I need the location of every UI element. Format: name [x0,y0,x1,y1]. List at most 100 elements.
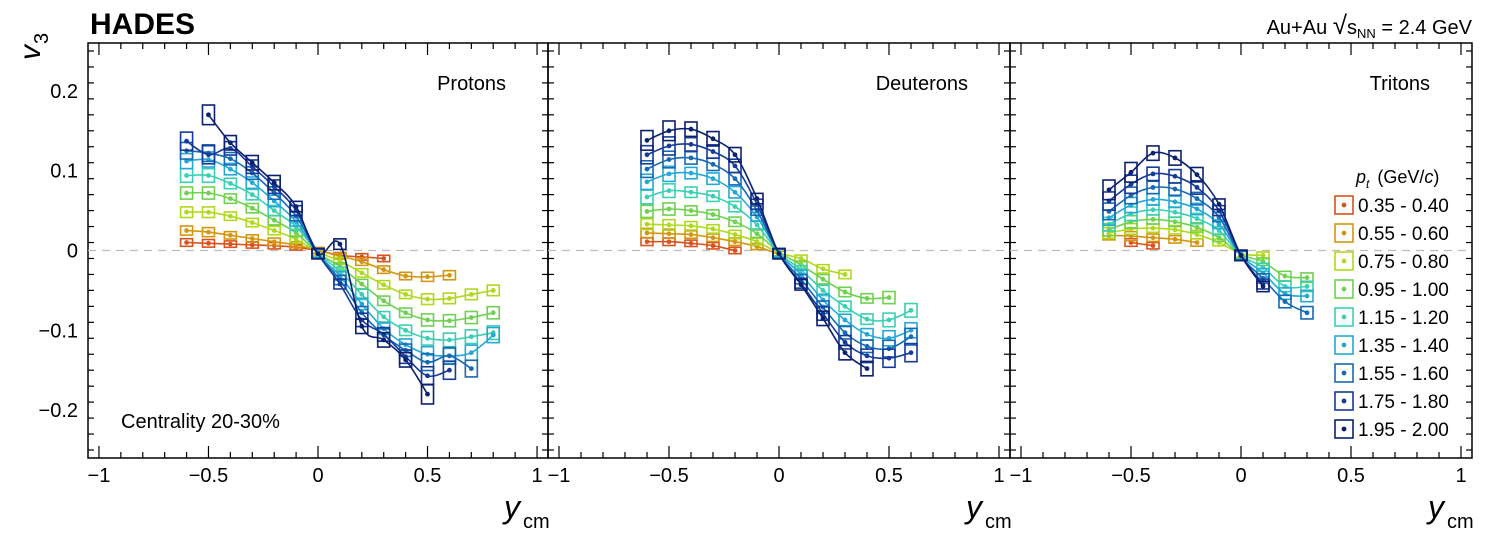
systematic-error-box [662,218,676,232]
data-point [666,188,672,194]
systematic-error-box [201,104,216,126]
systematic-error-box [838,300,852,313]
systematic-error-box [706,190,720,203]
systematic-error-box [706,233,720,243]
systematic-error-box [201,206,216,219]
systematic-error-box [201,186,216,200]
legend-entry-label: 1.55 - 1.60 [1358,364,1449,385]
data-point [820,288,826,293]
systematic-error-box [728,185,742,199]
x-tick-label: 0 [312,465,323,487]
data-point [732,239,738,245]
systematic-error-box [640,218,654,231]
data-point [249,236,255,241]
systematic-error-box [662,150,676,169]
panel-title: Protons [437,73,506,95]
data-point [644,208,650,214]
panel-protons: −1 −0.5 0 0.5 1 −0.2 −0.1 0 0.1 0.2 Protons y cm [39,42,550,533]
data-point [732,219,738,225]
data-point [249,242,255,248]
systematic-error-box [245,202,260,214]
data-point [1216,228,1222,233]
data-point [271,208,277,213]
data-point [1128,193,1134,198]
systematic-error-box [267,174,281,191]
systematic-error-box [1168,224,1182,235]
data-point [1172,236,1178,242]
systematic-error-box [1190,166,1204,183]
systematic-error-box [355,288,369,301]
systematic-error-box [1168,234,1182,244]
data-point [1194,224,1200,230]
data-point [206,209,211,215]
data-point [1172,227,1178,233]
systematic-error-box [355,257,369,267]
data-point [754,239,760,245]
data-point [688,208,694,213]
systematic-error-box [640,159,654,179]
systematic-error-box [201,167,216,184]
data-point [249,180,255,186]
data-point [468,334,474,340]
data-point [227,196,233,202]
data-point [447,295,452,301]
systematic-error-box [398,351,413,368]
data-point [842,339,848,345]
data-point [842,289,848,295]
systematic-error-box [376,279,391,290]
systematic-error-box [1146,166,1160,182]
systematic-error-box [640,173,654,191]
data-point [710,243,716,249]
systematic-error-box [728,229,742,240]
systematic-error-box [1300,305,1314,320]
systematic-error-box [376,254,391,263]
systematic-error-box [860,339,874,354]
data-point [1150,207,1156,213]
data-point [425,335,430,341]
data-point [227,213,233,219]
data-point [381,267,387,273]
data-point [842,317,848,323]
systematic-error-box [333,238,347,251]
systematic-error-box [179,225,194,236]
data-point [688,189,694,195]
data-point [710,176,716,182]
systematic-error-box [750,237,764,246]
x-axis-title: y cm [502,489,550,533]
x-tick-label: −0.5 [189,465,228,487]
systematic-error-box [772,247,786,260]
data-point [1282,273,1288,279]
data-point [820,311,826,316]
data-point [732,204,738,210]
data-point [1150,150,1156,156]
systematic-error-box [728,146,742,163]
systematic-error-box [728,200,742,213]
data-point [1150,197,1156,202]
x-axis-title: y cm [1426,489,1474,533]
systematic-error-box [201,144,216,165]
data-point [1150,235,1156,241]
series-curve [186,241,384,260]
y-axis-title-sub: 3 [31,33,53,44]
systematic-error-box [223,211,238,222]
data-point [1150,225,1156,231]
data-point [886,317,892,323]
systematic-error-box [860,360,874,377]
systematic-error-box [245,217,260,228]
legend-entry-label: 0.95 - 1.00 [1358,280,1449,301]
systematic-error-box [838,334,852,350]
series-curve [646,223,846,276]
legend-entry-label: 0.35 - 0.40 [1358,196,1449,217]
systematic-error-box [706,209,720,221]
data-point [468,315,474,320]
systematic-error-box [1124,237,1138,248]
data-point [1216,221,1222,227]
systematic-error-box [860,348,874,364]
systematic-error-box [838,313,852,327]
data-point [271,228,277,233]
data-point [425,391,430,397]
panel-tritons: −1 −0.5 0 0.5 1 Tritons y cm [1009,42,1474,533]
data-point [271,217,277,223]
collision-system-label: Au+Au √sNN = 2.4 GeV [1267,10,1473,41]
data-point [666,171,672,177]
